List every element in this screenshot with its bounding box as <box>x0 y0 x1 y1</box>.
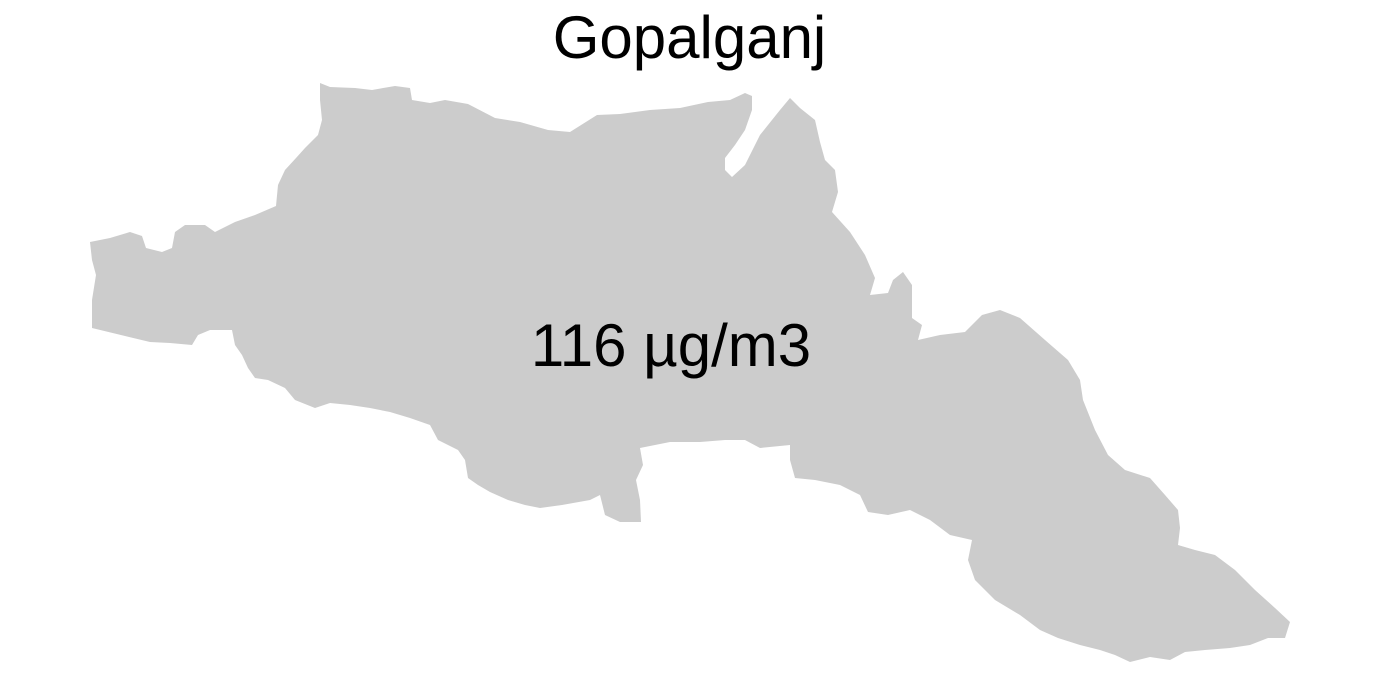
pm-value-label: 116 µg/m3 <box>530 312 812 379</box>
gopalganj-district-shape <box>90 83 1290 662</box>
map-title: Gopalganj <box>552 4 827 71</box>
